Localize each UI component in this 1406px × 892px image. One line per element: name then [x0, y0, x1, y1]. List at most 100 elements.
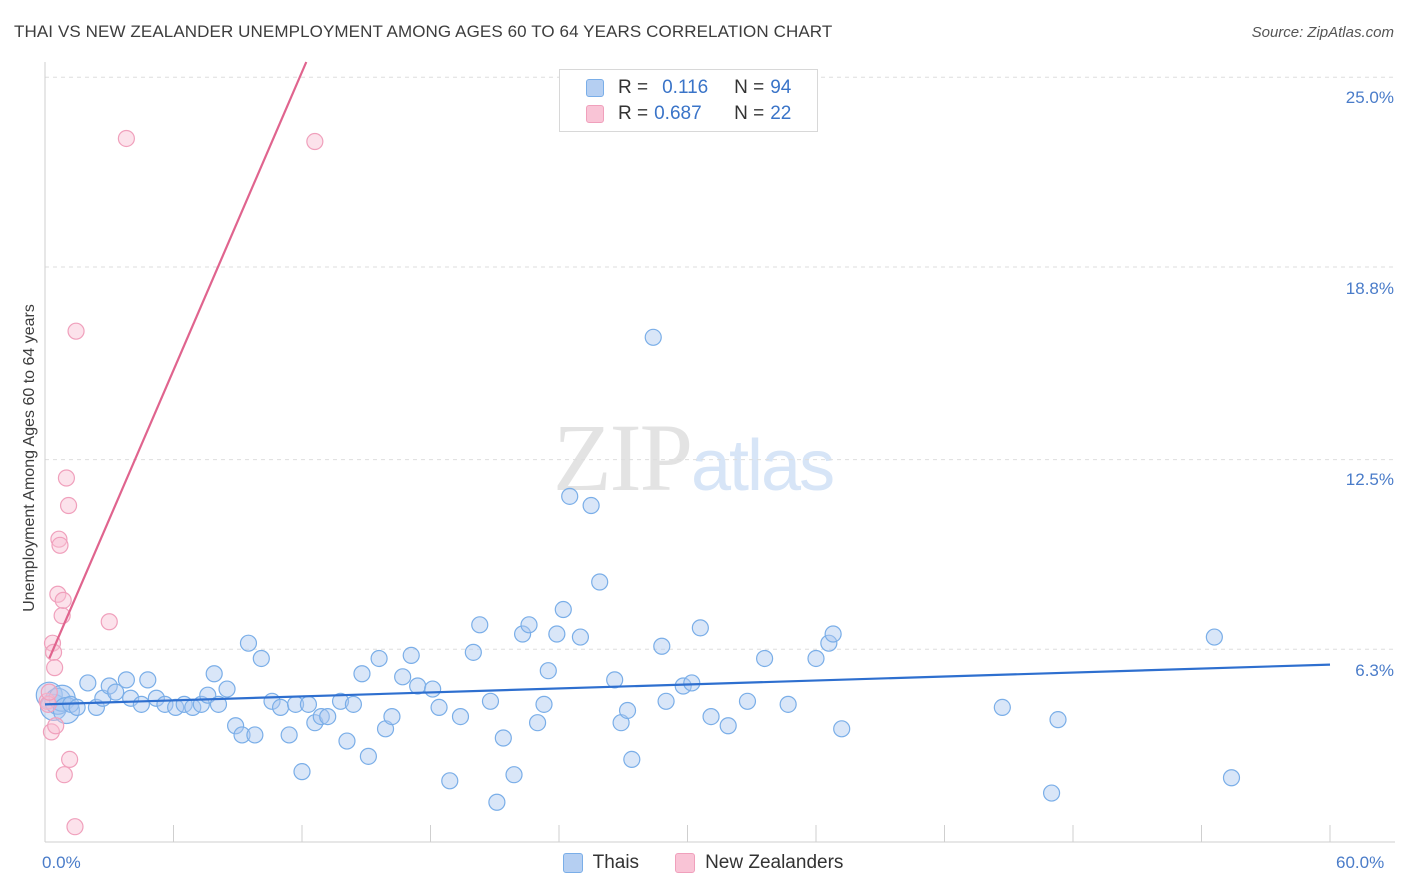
thais-point — [683, 674, 701, 692]
thais-point — [528, 714, 547, 732]
thais-point — [227, 717, 245, 735]
thais-point — [107, 683, 125, 701]
thais-point — [481, 692, 500, 710]
thais-point — [488, 793, 506, 811]
new-zealanders-point — [100, 613, 118, 631]
thais-point — [571, 628, 590, 646]
legend-r-key: R = — [618, 103, 649, 124]
source-site: ZipAtlas.com — [1307, 24, 1394, 41]
thais-point — [441, 772, 459, 790]
thais-point — [147, 689, 165, 707]
series-legend: Thais New Zealanders — [0, 852, 1406, 874]
thais-point — [117, 671, 135, 689]
thais-point — [719, 717, 737, 735]
thais-point — [359, 747, 377, 765]
thais-point — [653, 637, 671, 655]
legend-r-value: 0.116 — [662, 77, 709, 98]
x-tick-label-max: 60.0% — [1336, 853, 1385, 872]
y-tick-label: 18.8% — [1345, 279, 1394, 298]
legend-swatch-thais — [586, 79, 604, 97]
thais-point — [394, 668, 412, 686]
source-label: Source: — [1251, 24, 1304, 41]
new-zealanders-point — [67, 322, 85, 340]
thais-point — [755, 649, 774, 668]
thais-point — [824, 625, 842, 643]
thais-point — [738, 692, 757, 710]
thais-point — [606, 671, 624, 689]
thais-point — [205, 665, 223, 683]
thais-point — [1049, 711, 1067, 729]
thais-point — [644, 328, 662, 346]
thais-point — [820, 634, 838, 652]
thais-point — [370, 649, 388, 668]
thais-point — [239, 634, 258, 652]
thais-point — [218, 680, 236, 698]
new-zealanders-point — [51, 536, 69, 554]
legend-n-value: 94 — [770, 77, 792, 98]
thais-point — [132, 695, 150, 713]
series-label-thais: Thais — [592, 852, 640, 873]
thais-point — [344, 695, 362, 713]
legend-r-value: 0.687 — [654, 103, 702, 124]
watermark: ZIPatlas — [553, 402, 835, 513]
new-zealanders-point — [46, 659, 64, 677]
thais-point — [233, 726, 251, 744]
legend-r-key: R = — [618, 77, 649, 98]
y-axis-label: Unemployment Among Ages 60 to 64 years — [21, 304, 38, 612]
thais-point — [535, 695, 553, 713]
legend-row-new-zealanders: R = 0.687 N = 22 — [586, 101, 791, 127]
chart-title: THAI VS NEW ZEALANDER UNEMPLOYMENT AMONG… — [14, 22, 833, 41]
thais-point — [582, 496, 600, 515]
thais-point — [513, 625, 532, 643]
thais-point — [402, 646, 420, 665]
correlation-legend: R = 0.116 N = 94 R = 0.687 N = 22 — [559, 69, 818, 132]
new-zealanders-point — [61, 750, 79, 769]
thais-point — [68, 698, 86, 717]
thais-point — [430, 698, 448, 717]
thais-point — [833, 720, 851, 738]
thais-point — [299, 695, 318, 713]
thais-point — [779, 695, 797, 713]
series-label-new-zealanders: New Zealanders — [705, 852, 844, 873]
thais-point — [702, 707, 720, 726]
series-legend-new-zealanders[interactable]: New Zealanders — [675, 852, 843, 874]
legend-row-thais: R = 0.116 N = 94 — [586, 75, 791, 101]
series-swatch-new-zealanders — [675, 853, 696, 873]
thais-point — [1205, 628, 1223, 646]
thais-point — [338, 732, 356, 750]
thais-point — [280, 726, 298, 744]
thais-point — [657, 692, 675, 710]
thais-point — [464, 643, 482, 661]
thais-point — [271, 698, 290, 717]
thais-trend-line — [44, 663, 1331, 706]
thais-point — [520, 616, 538, 634]
new-zealanders-point — [50, 530, 68, 548]
thais-point — [383, 707, 401, 726]
legend-n-key: N = — [734, 77, 765, 98]
thais-point — [252, 649, 270, 668]
thais-point — [993, 698, 1011, 717]
thais-point — [319, 707, 337, 726]
thais-point — [618, 701, 637, 720]
thais-point — [471, 616, 489, 634]
new-zealanders-point — [306, 132, 324, 151]
watermark-zip: ZIP — [553, 404, 693, 511]
new-zealanders-point — [59, 496, 78, 515]
legend-n-key: N = — [734, 103, 765, 124]
thais-point — [100, 677, 118, 695]
thais-point — [539, 662, 557, 680]
thais-point — [1042, 784, 1061, 802]
x-tick-label-min: 0.0% — [42, 853, 81, 872]
new-zealanders-point — [57, 469, 76, 487]
series-legend-thais[interactable]: Thais — [562, 852, 640, 874]
thais-point — [139, 671, 157, 689]
thais-point — [561, 487, 579, 505]
new-zealanders-trend-line — [48, 61, 308, 659]
thais-point — [494, 729, 512, 747]
thais-point — [79, 674, 97, 692]
thais-point — [623, 750, 641, 769]
thais-point — [554, 600, 572, 619]
new-zealanders-point — [54, 591, 72, 609]
new-zealanders-point — [55, 766, 73, 784]
thais-point — [1222, 769, 1241, 787]
